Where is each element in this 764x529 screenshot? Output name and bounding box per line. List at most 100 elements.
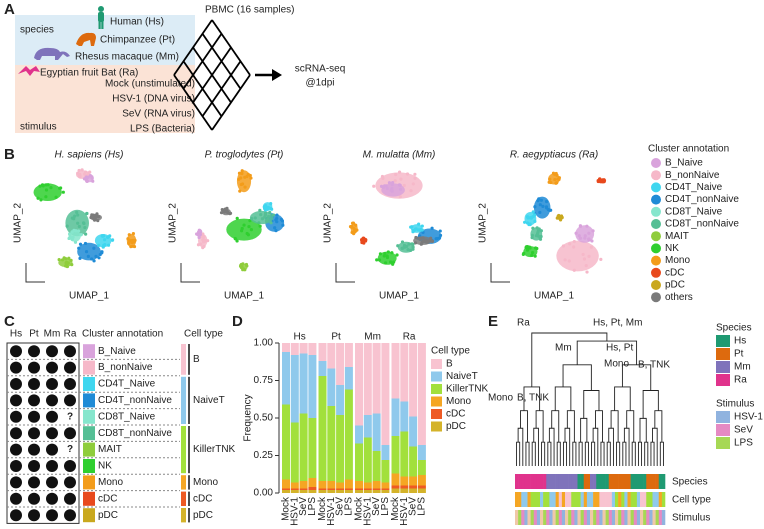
dendrogram-branch [637, 441, 643, 466]
cell-point [530, 250, 535, 255]
cell-point [413, 172, 417, 176]
cell-point [85, 211, 89, 216]
cell-point [110, 238, 115, 242]
cell-point [247, 224, 251, 229]
track-cell [574, 492, 578, 507]
cell-point [222, 210, 227, 214]
cell-point [97, 243, 101, 248]
x-axis-label: UMAP_1 [534, 291, 574, 302]
bar-segment [282, 343, 290, 352]
cell-point [258, 208, 262, 212]
cell-point [411, 182, 415, 186]
legend-label: pDC [446, 421, 466, 432]
cell-point [531, 210, 535, 214]
cell-point [100, 234, 104, 238]
celltype-bar [181, 376, 186, 424]
track-cell [558, 510, 563, 525]
bar-segment [308, 355, 317, 418]
track-cell [649, 474, 653, 489]
presence-dot [28, 410, 40, 423]
track-cell [605, 474, 610, 489]
track-cell [536, 492, 541, 507]
dendrogram-branch [639, 417, 647, 443]
cell-point [49, 186, 53, 190]
cell-point [584, 264, 588, 268]
cell-point [549, 208, 553, 212]
legend-swatch [651, 194, 661, 205]
cell-point [538, 210, 542, 215]
cluster-swatch [83, 508, 95, 523]
bar-segment [355, 443, 363, 481]
bar-segment [336, 488, 345, 490]
bar-segment [355, 343, 363, 426]
tree-annotation: Mono [488, 393, 513, 404]
cluster-label: CD4T_nonNaive [98, 395, 172, 406]
legend-swatch [651, 231, 661, 242]
cell-point [78, 242, 83, 246]
cell-point [202, 235, 206, 239]
track-cell [643, 510, 647, 525]
uncertain-mark: ? [67, 411, 73, 422]
cell-point [102, 238, 107, 242]
bar-segment [409, 488, 418, 493]
legend-label: CD8T_nonNaive [665, 219, 739, 230]
grid-line [192, 46, 232, 104]
cell-point [572, 239, 576, 244]
cell-point [563, 258, 567, 262]
cell-point [583, 236, 587, 240]
dendrogram-branch [531, 332, 608, 387]
presence-dot [28, 509, 40, 522]
dendrogram-branch [535, 410, 544, 443]
track-cell [615, 510, 619, 525]
celltype-bar [181, 475, 186, 490]
cell-point [389, 188, 393, 193]
track-cell [605, 492, 610, 507]
cell-point [396, 244, 400, 248]
bar-segment [308, 418, 317, 478]
cell-point [410, 225, 414, 229]
cell-point [587, 231, 591, 235]
presence-dot [10, 410, 22, 423]
cell-point [362, 241, 366, 245]
cell-point [82, 221, 86, 226]
track-cell [549, 474, 553, 489]
cell-point [523, 220, 527, 224]
presence-dot [64, 378, 76, 390]
tree-annotation: B, TNK [638, 360, 670, 371]
celltype-bar [181, 491, 186, 506]
cell-point [67, 256, 71, 260]
track-cell [583, 492, 588, 507]
celltype-label: pDC [193, 510, 213, 521]
track-cell [540, 492, 544, 507]
dendrogram-branch [595, 410, 603, 443]
cell-point [525, 215, 530, 219]
track-cell [571, 510, 575, 525]
bar-segment [355, 490, 363, 493]
track-cell [527, 510, 531, 525]
track-cell [646, 510, 650, 525]
cell-point [387, 181, 392, 185]
cell-point [420, 224, 424, 228]
cell-point [589, 245, 593, 249]
bar-segment [290, 343, 299, 355]
cell-point [242, 223, 246, 227]
bar-segment [381, 488, 390, 490]
grid-line [211, 74, 251, 131]
cell-point [245, 231, 249, 236]
bar-segment [363, 488, 372, 490]
track-cell [521, 474, 525, 489]
y-tick-label: 0.50 [254, 413, 274, 424]
dendrogram-branch [533, 427, 539, 466]
cell-point [587, 237, 591, 241]
cell-point [533, 205, 537, 209]
y-axis-label: UMAP_2 [478, 203, 489, 243]
bar-segment [391, 436, 400, 474]
track-cell [530, 492, 535, 507]
cell-point [274, 229, 278, 233]
cell-point [395, 253, 399, 257]
bar-segment [327, 368, 336, 406]
cell-point [591, 229, 595, 233]
cell-point [86, 254, 90, 258]
presence-dot [46, 345, 58, 358]
presence-dot [46, 361, 58, 374]
